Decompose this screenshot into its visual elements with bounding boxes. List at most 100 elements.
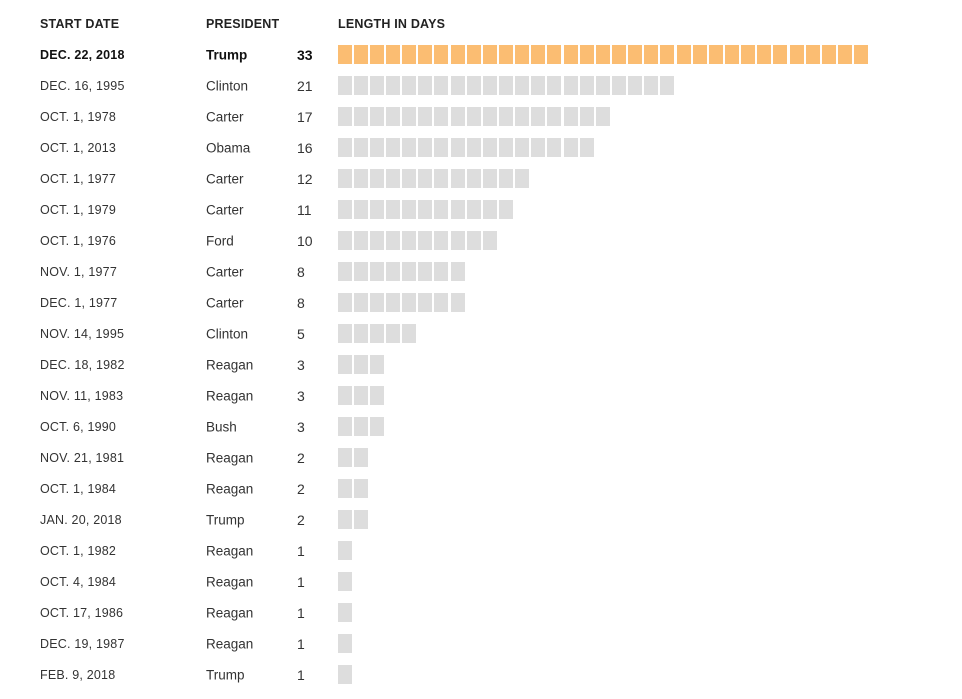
days-value-label: 1 [297, 666, 305, 683]
day-block [338, 324, 352, 343]
start-date-cell: DEC. 19, 1987 [40, 636, 125, 651]
days-value-label: 21 [297, 77, 313, 94]
days-value-label: 2 [297, 449, 305, 466]
days-value-label: 33 [297, 46, 313, 63]
day-block [354, 107, 368, 126]
start-date-cell: OCT. 1, 1978 [40, 109, 117, 124]
table-row: NOV. 1, 1977 Carter 8 [0, 256, 962, 287]
day-block [402, 169, 416, 188]
day-block [402, 324, 416, 343]
days-value-label: 3 [297, 418, 305, 435]
day-block [451, 169, 465, 188]
day-block [370, 107, 384, 126]
day-block [434, 107, 448, 126]
table-row: OCT. 1, 1978 Carter 17 [0, 101, 962, 132]
days-value-label: 10 [297, 232, 313, 249]
day-block [338, 355, 352, 374]
start-date-cell: JAN. 20, 2018 [40, 512, 122, 527]
day-block [644, 45, 658, 64]
day-block [338, 634, 352, 653]
day-block [467, 107, 481, 126]
day-block [402, 76, 416, 95]
table-row: OCT. 17, 1986 Reagan 1 [0, 597, 962, 628]
day-block [418, 45, 432, 64]
day-block [564, 138, 578, 157]
table-row: OCT. 1, 1984 Reagan 2 [0, 473, 962, 504]
day-block [790, 45, 804, 64]
day-block [338, 603, 352, 622]
start-date-cell: DEC. 18, 1982 [40, 357, 125, 372]
start-date-cell: OCT. 1, 2013 [40, 140, 117, 155]
day-block [564, 45, 578, 64]
day-blocks-bar [338, 417, 938, 436]
president-cell: Carter [206, 295, 244, 310]
day-block [580, 107, 594, 126]
start-date-cell: DEC. 1, 1977 [40, 295, 118, 310]
day-block [338, 169, 352, 188]
day-block [822, 45, 836, 64]
day-block [402, 45, 416, 64]
day-blocks-bar [338, 479, 938, 498]
day-blocks-bar [338, 510, 938, 529]
day-block [564, 107, 578, 126]
day-block [370, 386, 384, 405]
day-block [354, 479, 368, 498]
day-block [434, 293, 448, 312]
start-date-cell: DEC. 16, 1995 [40, 78, 125, 93]
day-block [483, 138, 497, 157]
header-president: PRESIDENT [206, 17, 280, 31]
day-block [660, 76, 674, 95]
day-blocks-bar [338, 231, 938, 250]
days-value-label: 2 [297, 511, 305, 528]
day-block [418, 262, 432, 281]
day-block [612, 45, 626, 64]
day-block [483, 76, 497, 95]
day-block [354, 448, 368, 467]
table-row: OCT. 1, 1977 Carter 12 [0, 163, 962, 194]
president-cell: Obama [206, 140, 251, 155]
day-block [515, 169, 529, 188]
start-date-cell: OCT. 1, 1976 [40, 233, 117, 248]
day-block [451, 293, 465, 312]
day-block [370, 200, 384, 219]
day-block [596, 76, 610, 95]
day-blocks-bar [338, 665, 938, 684]
president-cell: Reagan [206, 605, 254, 620]
start-date-cell: FEB. 9, 2018 [40, 667, 116, 682]
day-block [354, 138, 368, 157]
day-block [370, 138, 384, 157]
day-blocks-bar [338, 262, 938, 281]
day-block [644, 76, 658, 95]
president-cell: Carter [206, 202, 244, 217]
day-block [547, 107, 561, 126]
day-block [467, 138, 481, 157]
day-block [338, 293, 352, 312]
day-block [386, 107, 400, 126]
day-block [402, 262, 416, 281]
day-block [596, 45, 610, 64]
day-block [434, 200, 448, 219]
president-cell: Reagan [206, 357, 254, 372]
day-block [451, 138, 465, 157]
day-block [467, 231, 481, 250]
table-row: DEC. 18, 1982 Reagan 3 [0, 349, 962, 380]
day-block [515, 107, 529, 126]
day-block [693, 45, 707, 64]
day-block [580, 138, 594, 157]
day-blocks-bar [338, 293, 938, 312]
day-block [386, 324, 400, 343]
day-block [741, 45, 755, 64]
day-block [515, 76, 529, 95]
president-cell: Clinton [206, 326, 249, 341]
day-block [660, 45, 674, 64]
day-blocks-bar [338, 138, 938, 157]
table-row: OCT. 1, 2013 Obama 16 [0, 132, 962, 163]
day-block [451, 231, 465, 250]
president-cell: Carter [206, 264, 244, 279]
day-block [580, 76, 594, 95]
day-block [338, 417, 352, 436]
start-date-cell: OCT. 1, 1979 [40, 202, 117, 217]
day-block [434, 138, 448, 157]
day-block [467, 169, 481, 188]
